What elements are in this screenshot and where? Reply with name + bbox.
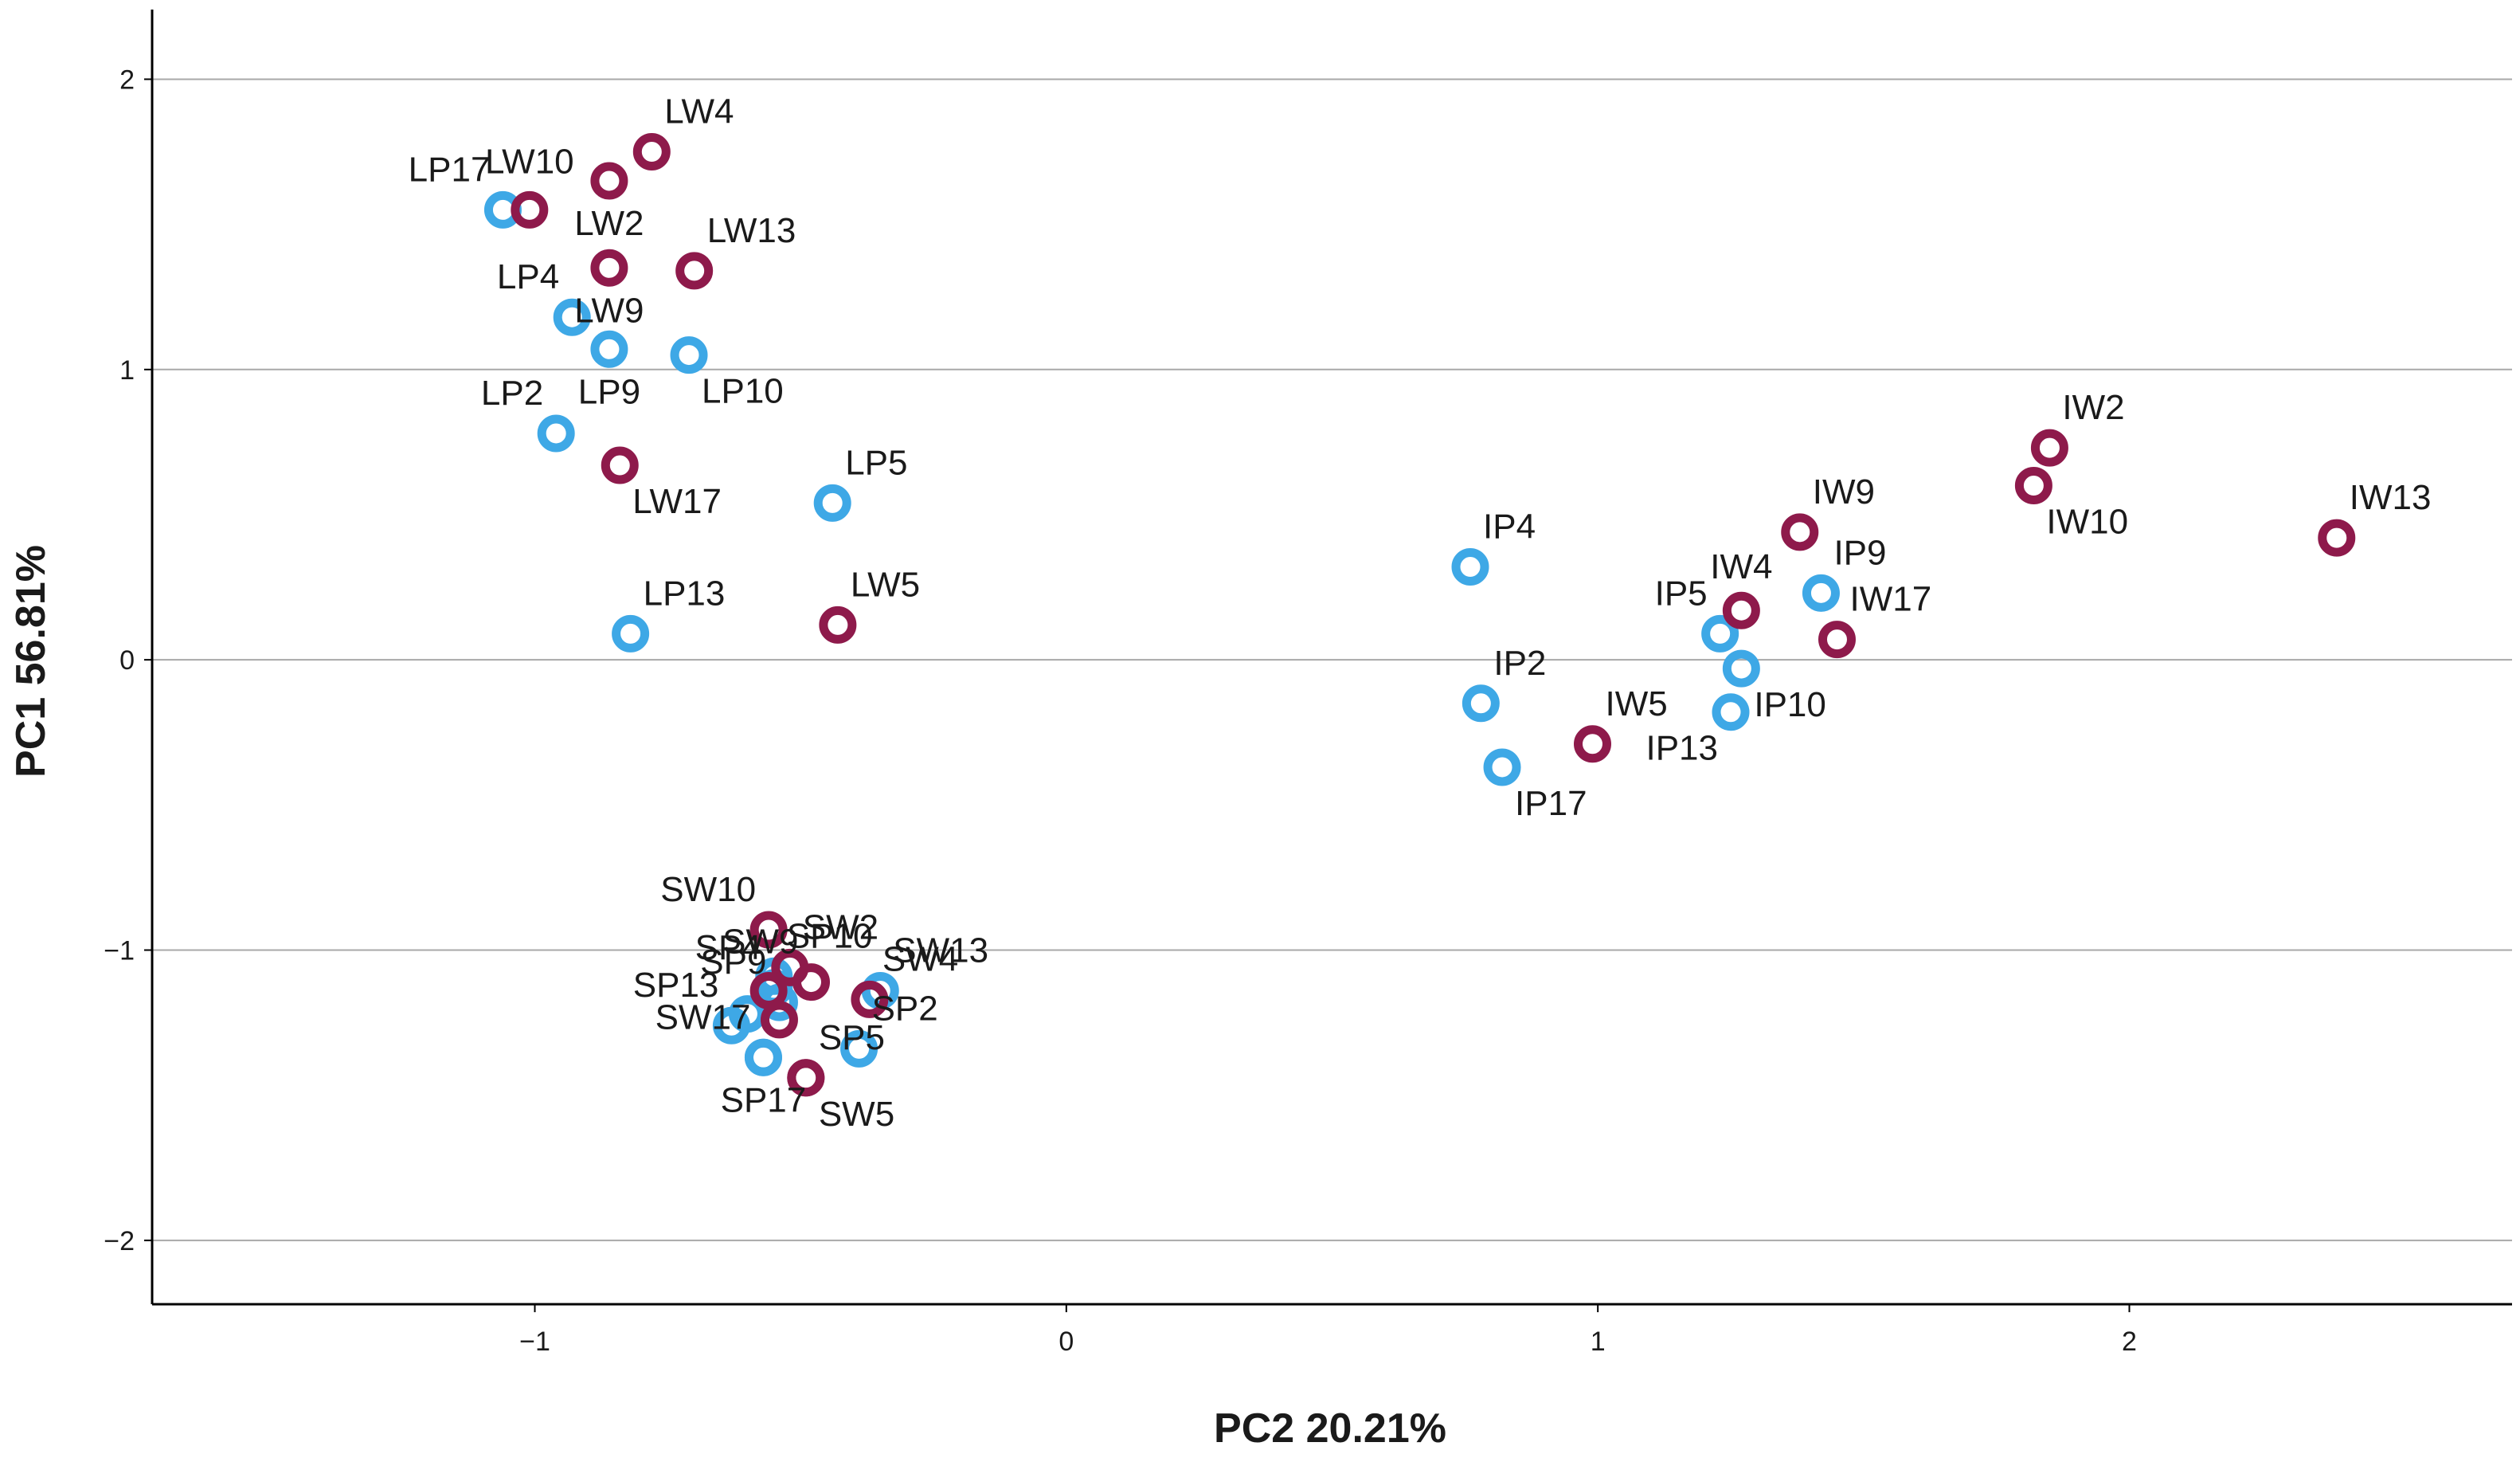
scatter-point-iw13 <box>2318 519 2356 557</box>
scatter-point-sp5 <box>787 1059 825 1097</box>
y-tick-label: −2 <box>104 1226 135 1256</box>
point-label-ip4: IP4 <box>1483 508 1536 547</box>
point-label-sp9: SP9 <box>700 943 766 982</box>
scatter-point-lp5 <box>813 484 851 522</box>
y-tick-label: 1 <box>119 355 135 386</box>
point-label-sw17: SW17 <box>655 997 751 1037</box>
scatter-point-lp9 <box>590 330 628 368</box>
point-label-sw4: SW4 <box>882 939 958 978</box>
scatter-point-iw9 <box>1781 513 1819 551</box>
point-label-iw2: IW2 <box>2062 388 2124 427</box>
scatter-point-lw4 <box>632 133 671 171</box>
scatter-point-ip9 <box>1802 574 1840 612</box>
point-label-sw2: SW2 <box>803 907 878 947</box>
point-label-iw10: IW10 <box>2046 503 2128 542</box>
point-label-ip17: IP17 <box>1515 784 1587 823</box>
point-label-ip13: IP13 <box>1645 729 1718 768</box>
scatter-point-sw10 <box>749 911 788 949</box>
x-axis-title: PC2 20.21% <box>1214 1405 1446 1452</box>
scatter-point-lw17 <box>601 446 639 484</box>
scatter-point-ip5 <box>1701 614 1739 653</box>
point-label-lp13: LP13 <box>644 574 726 613</box>
scatter-point-sp2 <box>840 1029 878 1068</box>
scatter-point-sp17 <box>744 1038 782 1076</box>
point-labels: LP17 LP4 LP9 LP10 LP2 LP5 LP13 IP4 IP5 IP9 IP2 IP10… <box>409 92 2432 1134</box>
point-label-ip9: IP9 <box>1833 533 1886 572</box>
point-label-lw4: LW4 <box>664 92 734 131</box>
scatter-point-sw4 <box>851 980 889 1018</box>
point-label-lw13: LW13 <box>707 211 796 250</box>
point-label-lw2: LW2 <box>574 204 644 243</box>
gridlines <box>152 78 2512 1241</box>
point-label-sw13: SW13 <box>893 931 988 970</box>
point-label-lp9: LP9 <box>578 372 640 411</box>
x-tick-label: −1 <box>519 1327 550 1357</box>
point-label-sp2: SP2 <box>872 989 938 1028</box>
scatter-point-lp2 <box>537 414 575 453</box>
point-label-ip2: IP2 <box>1493 644 1546 683</box>
scatter-point-iw4 <box>1722 591 1760 629</box>
point-label-sp10: SP10 <box>787 916 873 955</box>
y-tick-label: 2 <box>119 65 135 95</box>
scatter-point-lw5 <box>819 606 857 644</box>
point-label-ip5: IP5 <box>1655 574 1708 613</box>
scatter-point-iw10 <box>2014 467 2052 505</box>
point-label-lp5: LP5 <box>845 443 907 482</box>
point-label-sp5: SP5 <box>819 1018 885 1057</box>
scatter-point-iw2 <box>2030 429 2068 467</box>
y-tick-label: −1 <box>104 935 135 966</box>
point-label-sp17: SP17 <box>721 1080 807 1119</box>
scatter-point-lw9 <box>590 249 628 287</box>
point-label-iw17: IW17 <box>1849 580 1931 619</box>
x-tick-label: 2 <box>2122 1327 2137 1357</box>
point-label-iw4: IW4 <box>1710 547 1772 586</box>
scatter-point-lw13 <box>675 252 714 290</box>
scatter-point-iw17 <box>1818 621 1856 659</box>
x-tick-label: 0 <box>1058 1327 1074 1357</box>
scatter-point-ip17 <box>1483 748 1521 786</box>
scatter-point-sw9 <box>792 963 831 1001</box>
scatter-point-ip2 <box>1462 684 1500 723</box>
point-label-lw9: LW9 <box>574 291 644 330</box>
point-label-lp17: LP17 <box>409 150 491 189</box>
point-label-sp13: SP13 <box>633 966 719 1005</box>
point-label-sw5: SW5 <box>819 1095 894 1134</box>
scatter-point-ip4 <box>1451 548 1489 586</box>
scatter-point-w-unlabeled <box>760 1001 798 1039</box>
ticks: −2 −1 0 1 2 −1 0 1 2 <box>104 65 2137 1357</box>
y-axis-title: PC1 56.81% <box>8 545 54 778</box>
point-label-lw5: LW5 <box>851 565 920 604</box>
point-label-sp4: SP4 <box>695 928 761 967</box>
scatter-point-lp10 <box>670 336 708 374</box>
point-label-lw10: LW10 <box>485 142 574 181</box>
point-label-iw13: IW13 <box>2350 478 2432 517</box>
scatter-point-lw2 <box>590 162 628 200</box>
scatter-point-ip13 <box>1712 693 1750 731</box>
scatter-point-lw10 <box>511 190 549 229</box>
point-label-lp2: LP2 <box>481 374 543 413</box>
point-label-lp4: LP4 <box>497 257 559 296</box>
point-label-lw17: LW17 <box>632 482 722 521</box>
point-label-ip10: IP10 <box>1754 685 1826 724</box>
scatter-point-iw5 <box>1573 725 1611 763</box>
data-points <box>483 133 2356 1097</box>
point-label-lp10: LP10 <box>702 372 784 411</box>
point-label-sw9: SW9 <box>722 923 798 962</box>
point-label-iw5: IW5 <box>1605 684 1667 723</box>
scatter-point-lp4 <box>553 298 591 336</box>
axes <box>151 10 2512 1306</box>
x-tick-label: 1 <box>1591 1327 1606 1357</box>
scatter-point-lp13 <box>612 614 650 653</box>
point-label-iw9: IW9 <box>1813 472 1875 511</box>
scatter-point-ip10 <box>1722 649 1760 688</box>
y-tick-label: 0 <box>119 645 135 676</box>
point-label-sw10: SW10 <box>660 870 756 909</box>
